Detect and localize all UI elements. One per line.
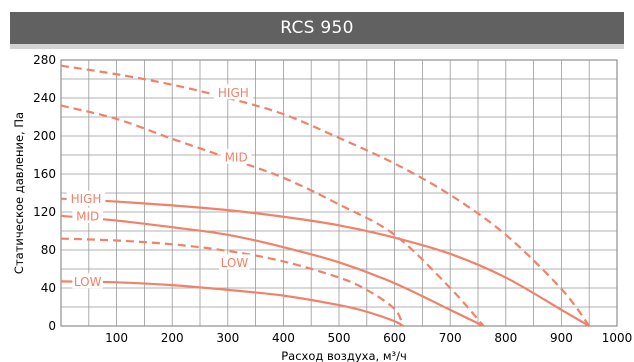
x-tick-label: 900 <box>550 331 573 345</box>
curve-dashed-high <box>60 64 591 327</box>
curve-dashed-low <box>60 237 404 327</box>
curve-label: LOW <box>74 275 102 289</box>
x-tick-label: 1000 <box>602 331 633 345</box>
curve-label: MID <box>76 209 99 223</box>
x-tick-label: 400 <box>272 331 295 345</box>
x-axis-title: Расход воздуха, м³/ч <box>281 349 407 362</box>
y-tick-label: 40 <box>41 281 56 295</box>
curve-solid-low <box>60 280 404 327</box>
x-tick-label: 500 <box>328 331 351 345</box>
chart-title: RCS 950 <box>280 18 354 38</box>
curve-solid-high <box>60 197 590 327</box>
curve-label: HIGH <box>71 192 102 206</box>
y-tick-label: 240 <box>33 91 56 105</box>
y-tick-label: 160 <box>33 167 56 181</box>
curve-label: HIGH <box>218 86 249 100</box>
x-tick-label: 100 <box>105 331 128 345</box>
chart-title-bar: RCS 950 <box>10 12 624 49</box>
curve-dashed-mid <box>60 104 485 327</box>
curve-label-bg <box>220 148 252 164</box>
curve-label: LOW <box>221 256 249 270</box>
x-tick-label: 200 <box>161 331 184 345</box>
curve-label-bg <box>219 254 250 270</box>
y-tick-label: 280 <box>33 53 56 67</box>
x-tick-label: 800 <box>494 331 517 345</box>
x-tick-label: 600 <box>383 331 406 345</box>
y-tick-label: 200 <box>33 129 56 143</box>
curve-label-bg <box>72 273 103 289</box>
x-tick-label: 700 <box>439 331 462 345</box>
curve-label-bg <box>72 207 103 223</box>
curve-label-bg <box>213 84 253 100</box>
y-tick-label: 80 <box>41 243 56 257</box>
y-axis-title: Статическое давление, Па <box>12 112 26 274</box>
y-tick-label: 0 <box>48 319 56 333</box>
y-tick-label: 120 <box>33 205 56 219</box>
curve-label: MID <box>225 150 248 164</box>
x-tick-label: 300 <box>216 331 239 345</box>
curve-solid-mid <box>60 214 485 327</box>
curve-label-bg <box>66 190 106 206</box>
